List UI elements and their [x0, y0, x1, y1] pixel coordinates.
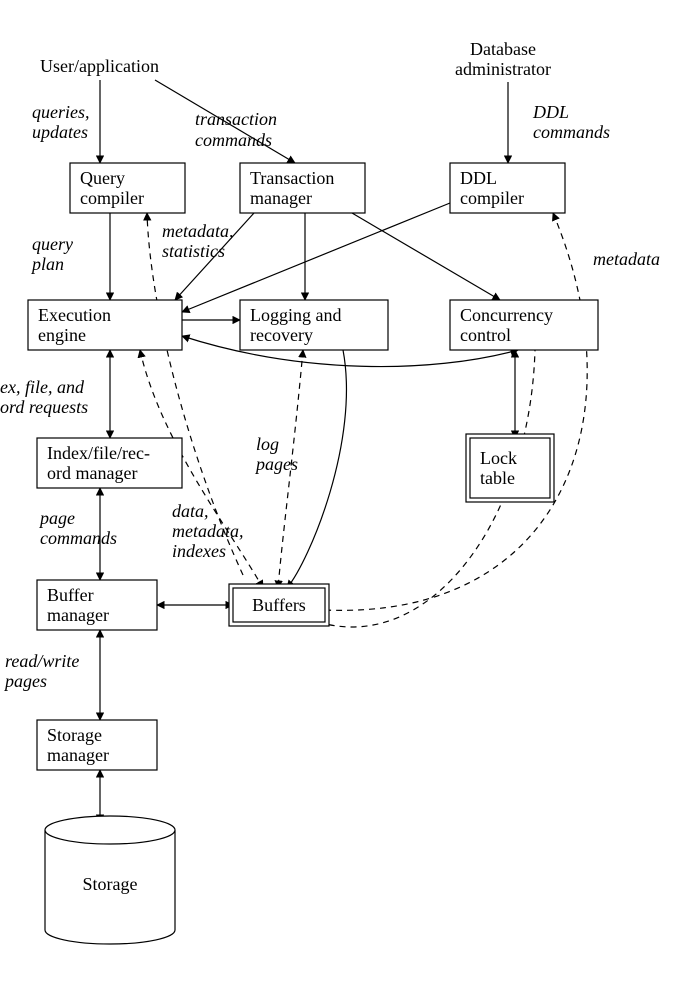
idx_mgr-l2: ord manager — [47, 463, 137, 483]
edge-meta_to_ddl — [325, 213, 587, 610]
node-stor_mgr: Storagemanager — [37, 720, 157, 770]
stor_mgr-l1: Storage — [47, 725, 102, 745]
buf_mgr-l2: manager — [47, 605, 109, 625]
txn_mgr-l1: Transaction — [250, 168, 334, 188]
label-ddl_commands-1: DDL — [532, 102, 569, 122]
ddl_comp-l1: DDL — [460, 168, 497, 188]
label-ddl_commands-2: commands — [533, 122, 610, 142]
label-page_cmds-2: commands — [40, 528, 117, 548]
node-exec_eng: Executionengine — [28, 300, 182, 350]
node-log_rec: Logging andrecovery — [240, 300, 388, 350]
node-query_comp: Querycompiler — [70, 163, 185, 213]
db-admin-line1: Database — [470, 39, 536, 59]
buffers-l1: Buffers — [252, 595, 306, 615]
label-meta_stats-1: metadata, — [162, 221, 234, 241]
conc_ctrl-l1: Concurrency — [460, 305, 553, 325]
buf_mgr-l1: Buffer — [47, 585, 94, 605]
storage-label: Storage — [83, 874, 138, 894]
lock_tbl-l1: Lock — [480, 448, 517, 468]
label-query_plan-1: query — [32, 234, 73, 254]
log_rec-l1: Logging and — [250, 305, 342, 325]
label-page_cmds-1: page — [38, 508, 75, 528]
stor_mgr-l2: manager — [47, 745, 109, 765]
query_comp-l2: compiler — [80, 188, 144, 208]
label-log_pages-2: pages — [254, 454, 298, 474]
exec_eng-l1: Execution — [38, 305, 111, 325]
ddl_comp-l2: compiler — [460, 188, 524, 208]
label-rw_pages-1: read/write — [5, 651, 79, 671]
node-conc_ctrl: Concurrencycontrol — [450, 300, 598, 350]
conc_ctrl-l2: control — [460, 325, 511, 345]
dbms-architecture-diagram: User/application Databaseadministrator Que… — [0, 0, 686, 1000]
node-buffers: Buffers — [229, 584, 329, 626]
node-idx_mgr: Index/file/rec-ord manager — [37, 438, 182, 488]
node-ddl_comp: DDLcompiler — [450, 163, 565, 213]
log_rec-l2: recovery — [250, 325, 313, 345]
query_comp-l1: Query — [80, 168, 125, 188]
db-admin-line2: administrator — [455, 59, 551, 79]
label-data_meta_idx-3: indexes — [172, 541, 226, 561]
label-idx_req-1: ex, file, and — [0, 377, 85, 397]
label-query_plan-2: plan — [30, 254, 64, 274]
idx_mgr-l1: Index/file/rec- — [47, 443, 150, 463]
lock_tbl-l2: table — [480, 468, 515, 488]
node-storage: Storage — [45, 816, 175, 944]
label-queries_updates-1: queries, — [32, 102, 90, 122]
label-txn_commands-1: transaction — [195, 109, 277, 129]
node-buf_mgr: Buffermanager — [37, 580, 157, 630]
label-data_meta_idx-1: data, — [172, 501, 209, 521]
label-metadata-1: metadata — [593, 249, 660, 269]
label-queries_updates-2: updates — [32, 122, 88, 142]
exec_eng-l2: engine — [38, 325, 86, 345]
label-log_pages-1: log — [256, 434, 279, 454]
edge-txn_to_conc — [352, 213, 500, 300]
label-idx_req-2: ord requests — [0, 397, 88, 417]
node-lock_tbl: Locktable — [466, 434, 554, 502]
label-meta_stats-2: statistics — [162, 241, 225, 261]
txn_mgr-l2: manager — [250, 188, 312, 208]
label-txn_commands-2: commands — [195, 130, 272, 150]
label-data_meta_idx-2: metadata, — [172, 521, 244, 541]
label-rw_pages-2: pages — [3, 671, 47, 691]
node-txn_mgr: Transactionmanager — [240, 163, 365, 213]
user-application: User/application — [40, 56, 159, 76]
